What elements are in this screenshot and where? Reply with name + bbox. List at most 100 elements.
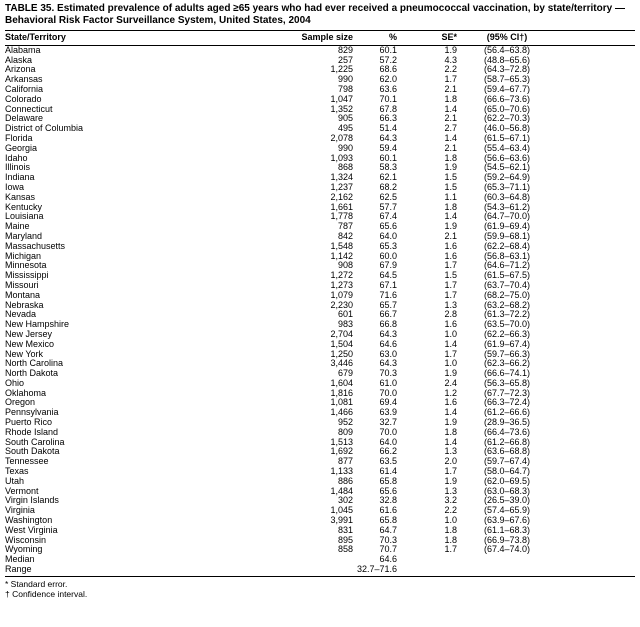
table-row: Vermont 1,484 65.6 1.3 (63.0–68.3) xyxy=(5,485,635,497)
cell-spacer xyxy=(557,203,635,213)
cell-sample-size: 990 xyxy=(337,74,353,85)
cell-ci: (61.1–68.3) xyxy=(483,524,531,535)
table-row: Massachusetts 1,548 65.3 1.6 (62.2–68.4) xyxy=(5,240,635,252)
table-row: Maryland 842 64.0 2.1 (59.9–68.1) xyxy=(5,230,635,242)
table-row: Minnesota 908 67.9 1.7 (64.6–71.2) xyxy=(5,261,635,271)
table-row: Alabama 829 60.1 1.9 (56.4–63.8) xyxy=(5,45,635,55)
cell-state: Arizona xyxy=(5,64,36,75)
cell-sample-size: 1,047 xyxy=(330,93,353,104)
column-header-percent: % xyxy=(353,30,397,46)
cell-spacer xyxy=(557,134,635,144)
cell-percent: 60.1 xyxy=(379,44,397,55)
cell-ci: (56.6–63.6) xyxy=(483,152,531,163)
table-row: Delaware 905 66.3 2.1 (62.2–70.3) xyxy=(5,114,635,124)
cell-ci: (62.2–68.4) xyxy=(483,240,531,251)
cell-spacer xyxy=(557,467,635,477)
cell-ci xyxy=(457,565,557,577)
cell-se: 1.7 xyxy=(444,260,457,271)
table-row: Connecticut 1,352 67.8 1.4 (65.0–70.6) xyxy=(5,103,635,115)
cell-sample-size: 842 xyxy=(337,230,353,241)
table-row: California 798 63.6 2.1 (59.4–67.7) xyxy=(5,83,635,95)
cell-spacer xyxy=(557,144,635,154)
cell-sample-size: 1,079 xyxy=(330,289,353,300)
cell-state: Nebraska xyxy=(5,299,44,310)
cell-sample-size: 601 xyxy=(337,309,353,320)
cell-state: Oklahoma xyxy=(5,387,47,398)
cell-percent: 70.7 xyxy=(379,544,397,555)
table-row: Alaska 257 57.2 4.3 (48.8–65.6) xyxy=(5,54,635,66)
cell-se: 3.2 xyxy=(444,495,457,506)
cell-se: 1.8 xyxy=(444,524,457,535)
cell-spacer xyxy=(557,496,635,506)
cell-spacer xyxy=(557,545,635,555)
table-row: Tennessee 877 63.5 2.0 (59.7–67.4) xyxy=(5,456,635,467)
cell-ci: (62.3–66.2) xyxy=(483,358,531,369)
table-title-line-1: TABLE 35. Estimated prevalence of adults… xyxy=(5,3,625,14)
cell-sample-size: 1,045 xyxy=(330,505,353,516)
cell-ci: (66.4–73.6) xyxy=(483,426,531,437)
table-body: Alabama 829 60.1 1.9 (56.4–63.8) Alaska 257 57.… xyxy=(5,45,635,577)
cell-ci: (48.8–65.6) xyxy=(483,54,531,65)
cell-se: 1.2 xyxy=(444,387,457,398)
cell-se: 1.5 xyxy=(444,172,457,183)
cell-ci: (61.2–66.8) xyxy=(483,436,531,447)
cell-state: Michigan xyxy=(5,250,42,261)
cell-sample-size: 1,093 xyxy=(330,152,353,163)
cell-state: Oregon xyxy=(5,397,36,408)
cell-se: 1.4 xyxy=(444,103,457,114)
cell-se: 1.9 xyxy=(444,221,457,232)
cell-percent: 32.7 xyxy=(379,417,397,428)
cell-sample-size: 1,466 xyxy=(330,407,353,418)
cell-percent: 66.3 xyxy=(379,113,397,124)
cell-ci: (65.0–70.6) xyxy=(483,103,531,114)
cell-sample-size: 1,484 xyxy=(330,485,353,496)
cell-se: 1.9 xyxy=(444,44,457,55)
cell-spacer xyxy=(557,477,635,487)
cell-ci: (66.6–73.6) xyxy=(483,93,531,104)
cell-se: 1.6 xyxy=(444,250,457,261)
cell-se: 1.7 xyxy=(444,74,457,85)
cell-state: Vermont xyxy=(5,485,39,496)
cell-spacer xyxy=(557,114,635,124)
cell-ci: (61.5–67.1) xyxy=(483,132,531,143)
cell-sample-size: 1,513 xyxy=(330,436,353,447)
cell-ci: (59.4–67.7) xyxy=(483,83,531,94)
table-row: Wisconsin 895 70.3 1.8 (66.9–73.8) xyxy=(5,534,635,546)
table-row: Arizona 1,225 68.6 2.2 (64.3–72.8) xyxy=(5,65,635,75)
cell-spacer xyxy=(557,212,635,222)
cell-se xyxy=(397,555,457,565)
cell-state: Tennessee xyxy=(5,456,49,467)
cell-percent: 51.4 xyxy=(379,123,397,134)
table-row: Louisiana 1,778 67.4 1.4 (64.7–70.0) xyxy=(5,212,635,222)
cell-spacer xyxy=(557,428,635,438)
cell-percent: 58.3 xyxy=(379,162,397,173)
cell-se: 4.3 xyxy=(444,54,457,65)
cell-sample-size: 895 xyxy=(337,534,353,545)
cell-sample-size: 1,504 xyxy=(330,338,353,349)
cell-se: 1.9 xyxy=(444,417,457,428)
cell-state: Pennsylvania xyxy=(5,407,59,418)
cell-ci: (61.9–67.4) xyxy=(483,338,531,349)
cell-sample-size: 983 xyxy=(337,319,353,330)
table-row: Colorado 1,047 70.1 1.8 (66.6–73.6) xyxy=(5,93,635,105)
cell-percent: 64.0 xyxy=(379,230,397,241)
cell-spacer xyxy=(557,398,635,408)
table-row: South Dakota 1,692 66.2 1.3 (63.6–68.8) xyxy=(5,447,635,457)
cell-sample-size: 868 xyxy=(337,162,353,173)
cell-se: 1.6 xyxy=(444,397,457,408)
table-row: Michigan 1,142 60.0 1.6 (56.8–63.1) xyxy=(5,250,635,262)
table-row: New York 1,250 63.0 1.7 (59.7–66.3) xyxy=(5,349,635,360)
cell-spacer xyxy=(557,222,635,232)
cell-state: Kansas xyxy=(5,191,36,202)
cell-se: 1.4 xyxy=(444,338,457,349)
cell-state: Montana xyxy=(5,289,41,300)
cell-ci: (63.9–67.6) xyxy=(483,515,531,526)
cell-percent: 65.8 xyxy=(379,515,397,526)
cell-state: Colorado xyxy=(5,93,42,104)
cell-state: New Jersey xyxy=(5,328,53,339)
cell-sample-size: 2,704 xyxy=(330,328,353,339)
cell-state: Alaska xyxy=(5,54,33,65)
cell-spacer xyxy=(557,252,635,262)
cell-spacer xyxy=(557,359,635,369)
cell-ci: (58.0–64.7) xyxy=(483,466,531,477)
